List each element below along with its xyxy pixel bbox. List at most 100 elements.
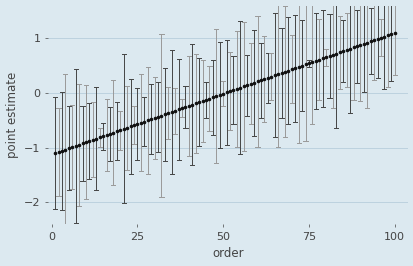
Point (141, 119, 147, 124)
Point (384, 33, 390, 38)
Point (216, 93, 223, 97)
Point (247, 82, 253, 86)
Point (363, 40, 370, 45)
Point (254, 79, 260, 84)
Point (131, 123, 137, 127)
Point (356, 43, 363, 47)
Point (103, 133, 109, 137)
Point (271, 73, 277, 78)
Point (353, 44, 359, 48)
Point (291, 66, 298, 70)
Point (240, 84, 247, 89)
Point (175, 107, 181, 111)
Point (346, 47, 353, 51)
Point (366, 39, 373, 44)
Point (233, 87, 240, 91)
Point (158, 113, 164, 118)
Point (127, 124, 133, 128)
Point (339, 49, 346, 53)
Point (113, 129, 120, 134)
Point (332, 51, 339, 56)
Point (100, 134, 106, 138)
Point (380, 34, 387, 39)
Point (123, 126, 130, 130)
Point (107, 132, 113, 136)
Point (226, 89, 233, 93)
Point (370, 38, 377, 42)
Point (62, 147, 69, 152)
Point (195, 100, 202, 104)
Point (137, 121, 144, 125)
Point (120, 127, 127, 131)
Point (298, 64, 305, 68)
Point (171, 109, 178, 113)
Point (250, 81, 257, 85)
Point (55, 150, 62, 154)
Point (213, 94, 219, 98)
Point (387, 32, 394, 36)
Point (161, 112, 168, 117)
Point (151, 116, 157, 120)
Point (202, 98, 209, 102)
Point (294, 65, 301, 69)
Point (318, 56, 325, 61)
Point (390, 31, 397, 35)
Point (219, 92, 226, 96)
Point (178, 106, 185, 110)
Point (165, 111, 171, 115)
Point (237, 85, 243, 90)
Point (110, 130, 116, 135)
Point (86, 139, 93, 143)
Point (305, 61, 311, 65)
Point (342, 48, 349, 52)
Point (79, 141, 85, 146)
Point (377, 36, 383, 40)
Point (264, 76, 271, 80)
Point (312, 59, 318, 63)
Point (230, 88, 236, 92)
Point (199, 99, 205, 103)
Point (134, 122, 140, 126)
Point (83, 140, 89, 144)
Point (189, 102, 195, 107)
Point (360, 42, 366, 46)
Point (206, 96, 212, 101)
Point (147, 117, 154, 121)
Point (65, 146, 72, 151)
Point (168, 110, 175, 114)
Point (278, 71, 284, 75)
Point (309, 60, 315, 64)
Point (243, 83, 250, 87)
Point (192, 101, 199, 106)
Point (281, 70, 287, 74)
Point (76, 143, 82, 147)
Point (325, 54, 332, 58)
Point (257, 78, 263, 82)
Point (69, 145, 76, 149)
Point (93, 136, 100, 141)
Point (329, 53, 335, 57)
Point (154, 115, 161, 119)
Point (349, 45, 356, 49)
Point (285, 68, 291, 73)
Point (72, 144, 79, 148)
Point (315, 57, 322, 62)
Point (185, 104, 192, 108)
Point (223, 90, 229, 94)
Point (274, 72, 281, 76)
Point (373, 37, 380, 41)
Point (301, 62, 308, 66)
Point (322, 55, 329, 59)
X-axis label: order: order (212, 247, 244, 260)
Point (209, 95, 216, 99)
Point (52, 151, 58, 155)
Point (117, 128, 123, 132)
Point (59, 149, 65, 153)
Point (89, 138, 96, 142)
Point (261, 77, 267, 81)
Point (182, 105, 188, 109)
Point (336, 50, 342, 55)
Point (144, 118, 151, 123)
Point (96, 135, 103, 139)
Y-axis label: point estimate: point estimate (5, 72, 19, 158)
